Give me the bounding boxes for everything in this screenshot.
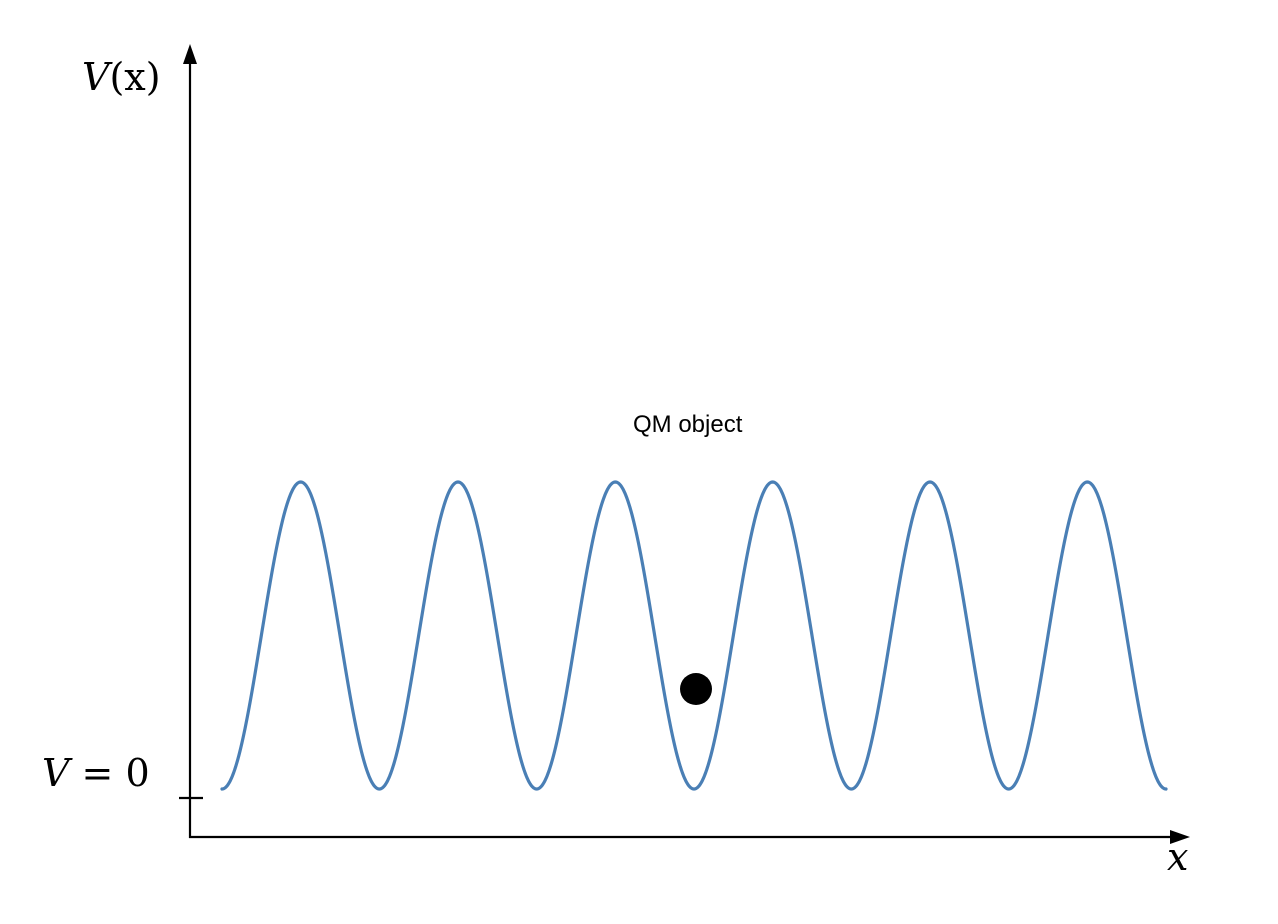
y-axis-label: V(x) xyxy=(82,55,161,99)
baseline-label-rest: = 0 xyxy=(69,751,149,795)
object-label: QM object xyxy=(633,411,743,438)
baseline-label-var: V xyxy=(42,751,73,795)
x-axis-arrowhead xyxy=(1170,830,1190,844)
y-axis-label-main: V xyxy=(82,55,113,99)
y-axis-arrowhead xyxy=(183,44,197,64)
potential-curve xyxy=(220,480,1168,791)
x-axis-label: x xyxy=(1167,835,1188,879)
baseline-label: V = 0 xyxy=(42,751,150,795)
y-axis-label-arg: (x) xyxy=(109,55,160,99)
qm-particle xyxy=(680,673,712,705)
